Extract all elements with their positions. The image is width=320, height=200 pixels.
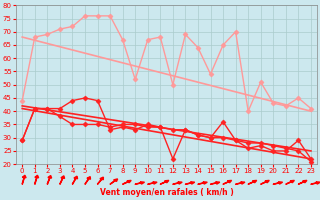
- X-axis label: Vent moyen/en rafales ( km/h ): Vent moyen/en rafales ( km/h ): [100, 188, 234, 197]
